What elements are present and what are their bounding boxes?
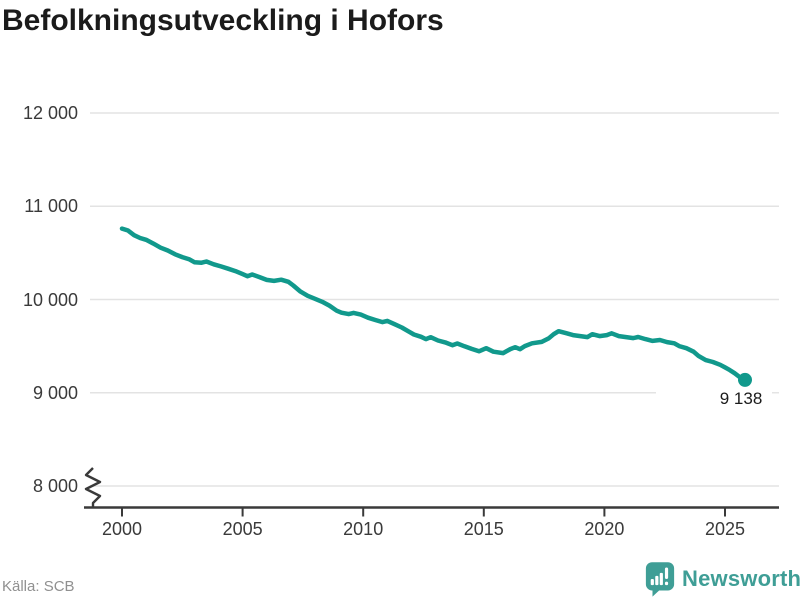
end-value-label: 9 138 xyxy=(719,389,763,408)
y-axis-label: 11 000 xyxy=(24,196,78,217)
page-title: Befolkningsutveckling i Hofors xyxy=(2,4,444,37)
newsworthy-logo: Newsworthy xyxy=(645,560,800,598)
newsworthy-bubble-chart-icon xyxy=(645,562,675,597)
y-axis-label: 12 000 xyxy=(22,103,78,123)
population-line xyxy=(119,226,748,383)
x-axis-label: 2020 xyxy=(584,519,625,539)
end-point-dot xyxy=(738,372,752,387)
y-axis-label: 9 000 xyxy=(32,382,78,403)
y-axis-break-icon xyxy=(84,467,102,508)
x-axis-label: 2005 xyxy=(222,519,263,539)
x-axis-label: 2000 xyxy=(101,519,143,539)
source-note: Källa: SCB xyxy=(2,578,75,595)
y-axis-label: 10 000 xyxy=(22,289,78,310)
x-axis-label: 2025 xyxy=(704,519,746,539)
x-axis-label: 2015 xyxy=(463,519,504,539)
x-axis-label: 2010 xyxy=(343,519,384,539)
y-axis-label: 8 000 xyxy=(32,476,78,496)
newsworthy-logo-text: Newsworthy xyxy=(682,566,800,591)
